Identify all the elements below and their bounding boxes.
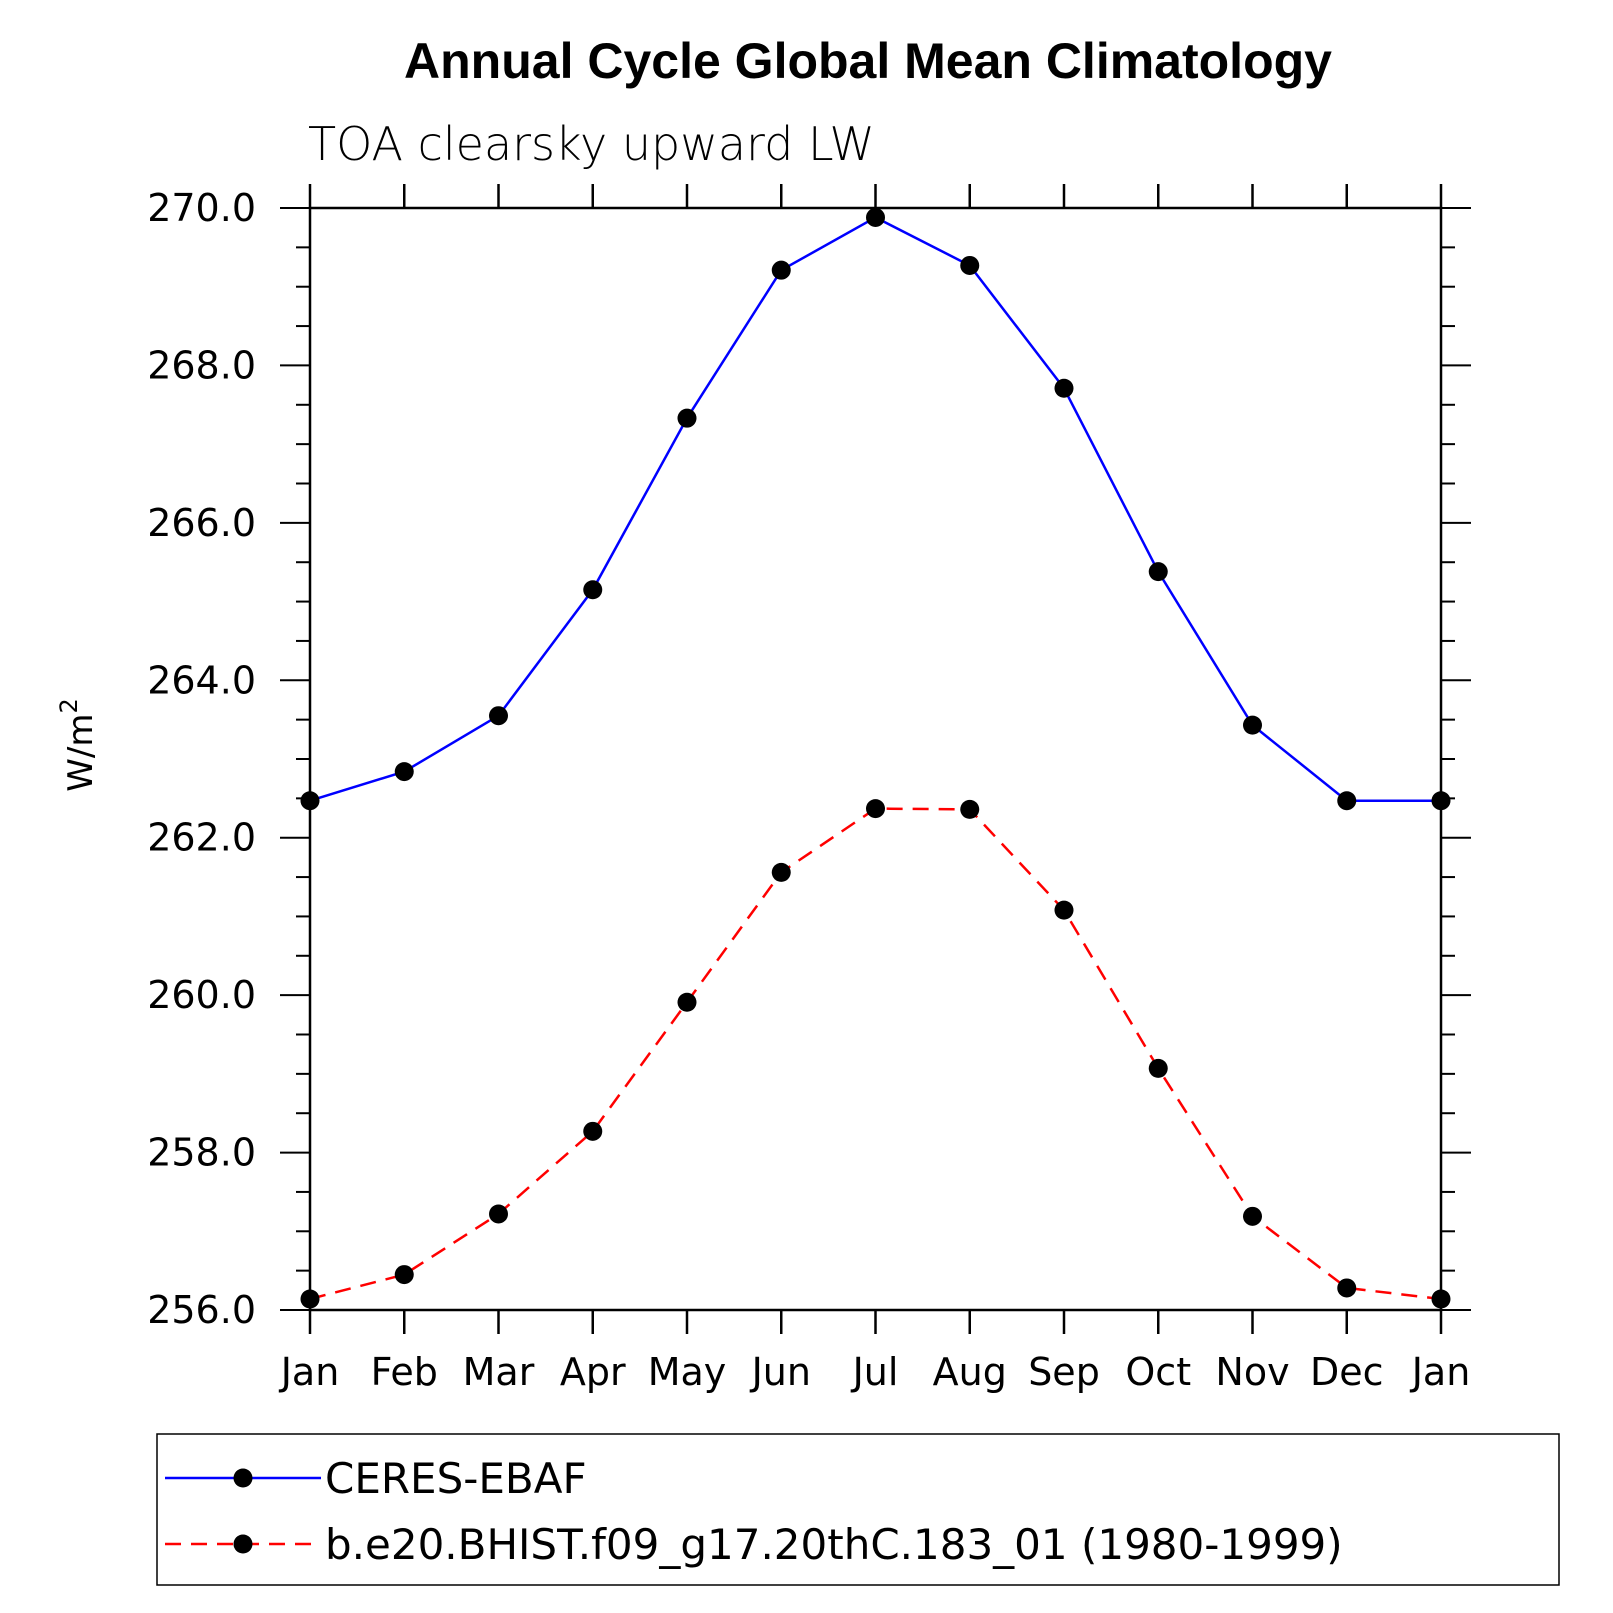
legend: CERES-EBAF b.e20.BHIST.f09_g17.20thC.183_… <box>156 1433 1560 1586</box>
y-tick-label: 268.0 <box>147 343 256 387</box>
x-tick-label: Sep <box>1028 1350 1100 1394</box>
legend-label: CERES-EBAF <box>325 1454 587 1503</box>
data-point <box>583 580 603 600</box>
y-tick-label: 256.0 <box>147 1288 256 1332</box>
legend-box <box>156 1433 1560 1586</box>
data-point <box>771 260 791 280</box>
y-tick-label: 260.0 <box>147 973 256 1017</box>
x-tick-label: Mar <box>463 1350 535 1394</box>
data-point <box>1337 1278 1357 1298</box>
series-line <box>309 216 1441 802</box>
y-axis-label: W/m2 <box>55 698 101 791</box>
x-tick-label: Jan <box>279 1350 340 1394</box>
x-tick-label: Feb <box>371 1350 438 1394</box>
series-layer <box>300 207 1451 1309</box>
series-1 <box>300 207 1451 811</box>
y-axis-label-unit: W/m <box>61 714 101 792</box>
y-tick-label: 258.0 <box>147 1131 256 1175</box>
x-tick-label: May <box>648 1350 727 1394</box>
data-point <box>866 207 885 227</box>
x-tick-label: Nov <box>1215 1350 1289 1394</box>
data-point <box>300 1289 320 1309</box>
legend-marker <box>233 1468 253 1488</box>
data-point <box>1243 715 1262 735</box>
x-tick-label: Dec <box>1310 1350 1384 1394</box>
data-point <box>394 762 414 782</box>
legend-label: b.e20.BHIST.f09_g17.20thC.183_01 (1980-1… <box>325 1520 1343 1569</box>
chart-title: Annual Cycle Global Mean Climatology <box>404 33 1332 89</box>
series-2 <box>300 799 1451 1309</box>
x-tick-label: Jun <box>750 1350 811 1394</box>
x-tick-label: Oct <box>1125 1350 1191 1394</box>
data-point <box>866 799 885 819</box>
data-point <box>489 1204 508 1224</box>
y-tick-label: 262.0 <box>147 816 256 860</box>
data-point <box>300 791 320 811</box>
data-point <box>1054 378 1074 398</box>
plot-axes <box>280 184 1471 1334</box>
y-tick-label: 266.0 <box>147 501 256 545</box>
legend-entry-1: CERES-EBAF <box>165 1454 587 1503</box>
plot-frame <box>308 206 1443 1312</box>
data-point <box>1243 1206 1262 1226</box>
x-tick-label: Jul <box>851 1350 899 1394</box>
data-point <box>960 799 980 819</box>
data-point <box>677 408 697 428</box>
chart-subtitle: TOA clearsky upward LW <box>308 117 875 171</box>
y-tick-labels: 256.0 258.0 260.0 262.0 264.0 266.0 268.0 270.0 <box>147 186 256 1332</box>
legend-entry-2: b.e20.BHIST.f09_g17.20thC.183_01 (1980-1… <box>165 1520 1343 1569</box>
data-point <box>1148 562 1168 582</box>
x-tick-labels: Jan Feb Mar Apr May Jun Jul Aug Sep Oct Nov Dec Jan <box>279 1350 1471 1394</box>
x-tick-label: Aug <box>933 1350 1007 1394</box>
x-tick-label: Jan <box>1410 1350 1471 1394</box>
data-point <box>1337 791 1357 811</box>
data-point <box>1431 791 1451 811</box>
data-point <box>677 992 697 1012</box>
data-point <box>1148 1058 1168 1078</box>
data-point <box>1054 900 1074 920</box>
data-point <box>960 255 980 275</box>
data-point <box>1431 1289 1451 1309</box>
x-tick-label: Apr <box>560 1350 626 1394</box>
legend-marker <box>233 1534 253 1554</box>
y-axis-label-superscript: 2 <box>55 698 83 713</box>
data-point <box>583 1121 603 1141</box>
series-line <box>309 807 1442 1301</box>
data-point <box>771 862 791 882</box>
data-point <box>489 706 508 726</box>
data-point <box>394 1265 414 1285</box>
y-tick-label: 264.0 <box>147 658 256 702</box>
y-tick-label: 270.0 <box>147 186 256 230</box>
